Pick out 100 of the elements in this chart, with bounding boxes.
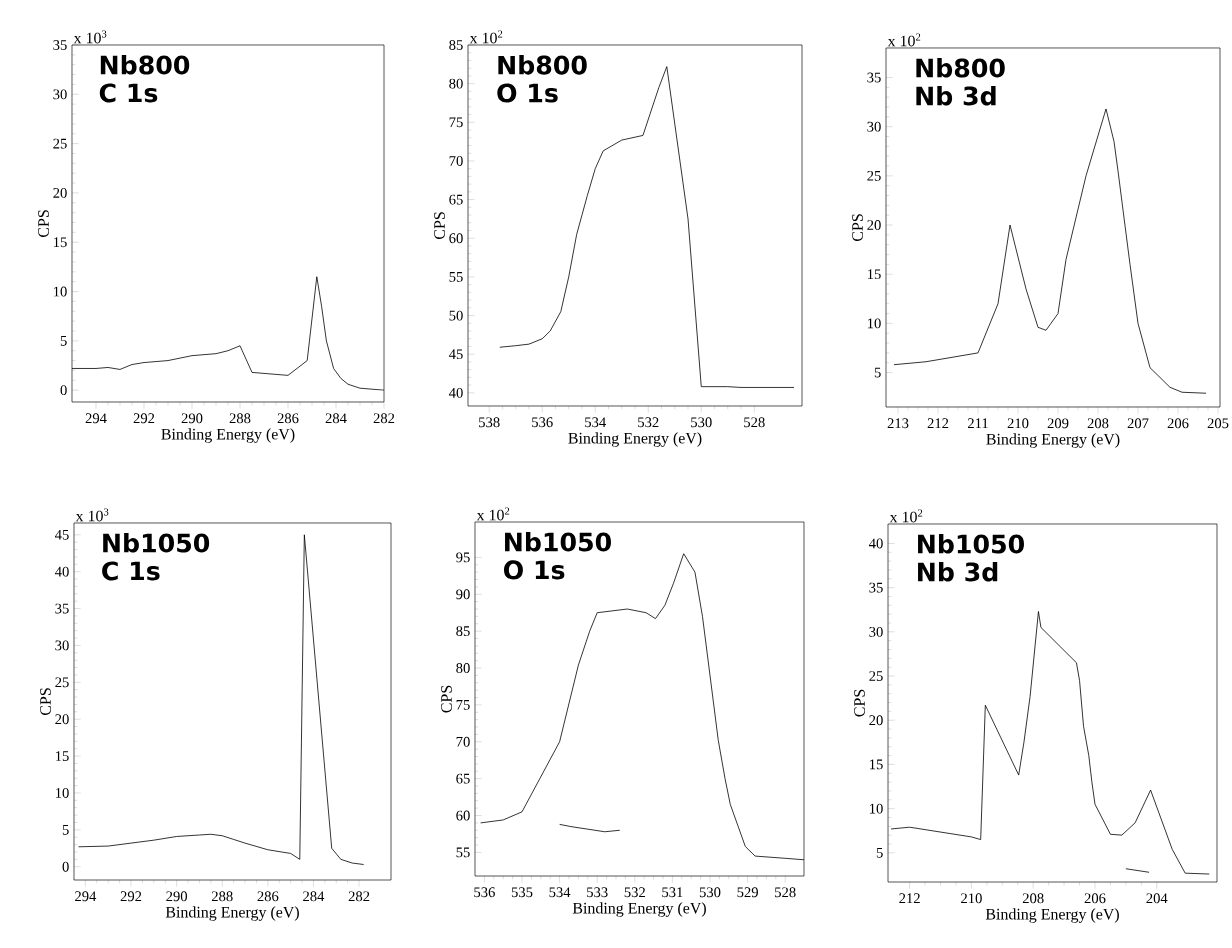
y-tick-label: 30	[867, 121, 881, 132]
y-tick-label: 5	[62, 824, 69, 835]
x-tick-label: 286	[277, 413, 299, 424]
x-tick-label: 210	[961, 893, 982, 904]
x-tick-label: 536	[532, 417, 553, 428]
x-tick-label: 208	[1087, 418, 1109, 429]
y-axis-title: CPS	[40, 688, 51, 716]
y-tick-label: 15	[55, 751, 69, 761]
y-tick-label: 10	[53, 286, 67, 297]
x-tick-label: 205	[1207, 418, 1229, 429]
x-tick-label: 206	[1084, 893, 1106, 904]
x-axis-title: Binding Energy (eV)	[985, 908, 1119, 923]
x-tick-label: 529	[737, 887, 758, 898]
y-tick-label: 10	[867, 318, 881, 329]
x-tick-label: 533	[587, 887, 608, 898]
y-tick-label: 25	[867, 170, 881, 181]
y-tick-label: 85	[456, 626, 470, 637]
x-tick-label: 528	[775, 887, 796, 898]
y-tick-label: 95	[456, 552, 470, 563]
y-tick-label: 5	[874, 367, 881, 378]
y-tick-label: 80	[456, 663, 470, 673]
y-tick-label: 35	[55, 603, 69, 614]
text: x 10$^{2}$	[887, 33, 921, 47]
y-tick-label: 40	[448, 387, 463, 398]
text: O 1s	[497, 83, 558, 103]
y-tick-label: 60	[449, 233, 463, 244]
y-axis-title: CPS	[854, 689, 865, 717]
y-tick-label: 20	[55, 714, 69, 725]
x-tick-label: 211	[967, 418, 988, 428]
y-tick-label: 85	[449, 40, 463, 50]
x-tick-label: 531	[662, 887, 683, 898]
x-tick-label: 207	[1127, 418, 1149, 429]
y-tick-label: 15	[869, 759, 883, 770]
chart-title: Nb800	[916, 58, 1005, 78]
y-tick-label: 55	[456, 847, 470, 858]
x-axis-title: Binding Energy (eV)	[568, 432, 702, 447]
chart-title: Nb800	[498, 55, 587, 75]
y-tick-label: 65	[449, 194, 463, 205]
text: Nb 3d	[918, 561, 998, 582]
x-tick-label: 290	[181, 413, 203, 424]
y-tick-label: 75	[449, 117, 463, 128]
y-tick-label: 40	[54, 566, 69, 577]
y-tick-label: 30	[869, 626, 883, 637]
x-axis-title: Binding Energy (eV)	[161, 428, 295, 443]
y-tick-label: 60	[456, 810, 470, 821]
y-tick-label: 10	[869, 803, 883, 814]
x-tick-label: 206	[1167, 418, 1189, 429]
x-tick-label: 288	[211, 891, 233, 902]
y-tick-label: 75	[456, 700, 470, 710]
y-tick-label: 25	[55, 677, 69, 688]
x-tick-label: 294	[85, 413, 107, 424]
y-axis-title: CPS	[852, 214, 863, 242]
chart-title: Nb800	[100, 55, 190, 75]
y-tick-label: 35	[867, 72, 881, 83]
x-tick-label: 209	[1047, 418, 1069, 429]
text: x 10$^{3}$	[75, 508, 109, 522]
chart-title: Nb1050	[505, 532, 611, 552]
line-series	[893, 108, 1207, 394]
x-tick-label: 208	[1022, 893, 1044, 904]
x-tick-label: 294	[75, 891, 97, 902]
y-tick-label: 70	[456, 736, 470, 747]
y-tick-label: 25	[869, 671, 883, 681]
y-tick-label: 15	[53, 237, 67, 248]
x-tick-label: 536	[474, 887, 495, 898]
y-axis-title: CPS	[434, 212, 445, 240]
x-axis-title: Binding Energy (eV)	[572, 902, 706, 917]
x-tick-label: 534	[585, 417, 606, 428]
x-tick-label: 290	[166, 891, 188, 902]
y-tick-label: 30	[53, 89, 67, 100]
y-tick-label: 10	[55, 788, 69, 798]
y-tick-label: 50	[449, 310, 463, 321]
x-tick-label: 284	[303, 891, 325, 902]
y-tick-label: 15	[867, 269, 881, 280]
y-tick-label: 20	[867, 220, 881, 230]
y-tick-label: 0	[62, 861, 69, 872]
y-axis-title: CPS	[38, 210, 49, 238]
y-tick-label: 80	[449, 78, 463, 89]
y-tick-label: 5	[876, 847, 883, 858]
text: x 10$^{3}$	[73, 30, 107, 44]
x-tick-label: 282	[373, 413, 395, 424]
y-tick-label: 20	[869, 715, 883, 726]
y-tick-label: 55	[449, 272, 463, 282]
y-tick-label: 0	[60, 385, 67, 396]
y-tick-label: 30	[55, 640, 69, 651]
x-tick-label: 532	[638, 417, 659, 428]
x-axis-title: Binding Energy (eV)	[165, 906, 299, 921]
y-tick-label: 5	[60, 336, 67, 346]
chart-title: Nb1050	[103, 533, 210, 553]
y-tick-label: 20	[53, 188, 67, 198]
line-series	[78, 534, 365, 865]
x-tick-label: 212	[927, 418, 949, 428]
x-tick-label: 530	[691, 417, 712, 428]
y-tick-label: 70	[449, 156, 463, 166]
x-tick-label: 292	[133, 413, 155, 424]
y-tick-label: 35	[53, 40, 67, 50]
x-tick-label: 210	[1007, 418, 1029, 429]
text: x 10$^{2}$	[889, 509, 923, 523]
x-tick-label: 532	[624, 887, 645, 898]
text: x 10$^{2}$	[469, 30, 503, 44]
x-tick-label: 288	[229, 413, 251, 424]
